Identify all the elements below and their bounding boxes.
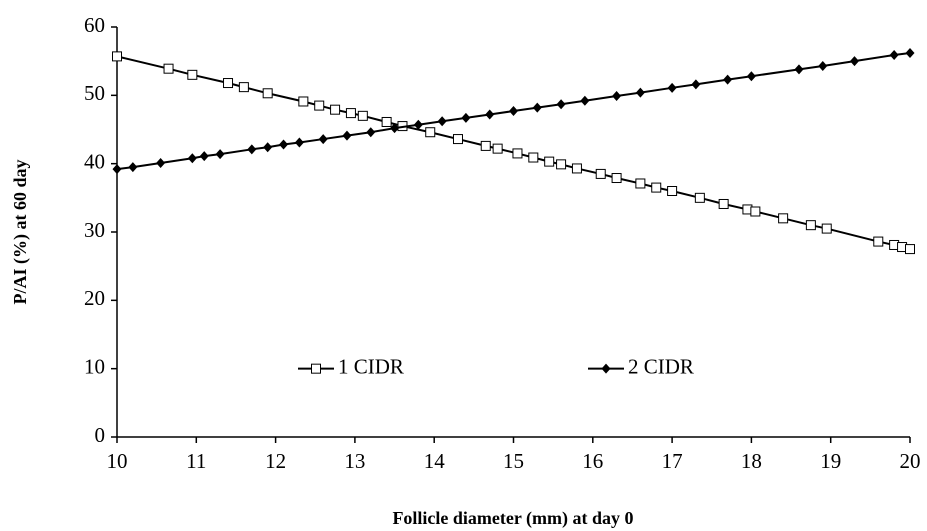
marker xyxy=(492,143,503,154)
x-tick-label: 12 xyxy=(265,449,286,473)
marker xyxy=(279,139,289,150)
x-tick-label: 10 xyxy=(107,449,128,473)
marker xyxy=(187,153,197,164)
legend-label: 2 CIDR xyxy=(628,354,694,378)
x-tick-label: 17 xyxy=(662,449,683,473)
legend-label: 1 CIDR xyxy=(338,354,404,378)
y-tick-label: 10 xyxy=(84,354,105,378)
marker xyxy=(187,69,198,80)
marker xyxy=(611,173,622,184)
y-tick-label: 30 xyxy=(84,218,105,242)
y-tick-label: 0 xyxy=(95,423,106,447)
marker xyxy=(718,198,729,209)
marker xyxy=(580,95,590,106)
marker xyxy=(199,151,209,162)
marker xyxy=(821,223,832,234)
marker xyxy=(694,192,705,203)
marker xyxy=(651,182,662,193)
marker xyxy=(425,127,436,138)
marker xyxy=(635,87,645,98)
x-tick-label: 16 xyxy=(582,449,603,473)
marker xyxy=(667,186,678,196)
marker xyxy=(601,363,611,374)
y-tick-label: 20 xyxy=(84,286,105,310)
y-tick-label: 40 xyxy=(84,149,105,173)
x-tick-label: 19 xyxy=(820,449,841,473)
marker xyxy=(873,236,884,247)
x-tick-label: 13 xyxy=(344,449,365,473)
marker xyxy=(480,140,491,151)
marker xyxy=(889,50,899,61)
y-axis-title: P/AI (%) at 60 day xyxy=(10,160,31,305)
marker xyxy=(750,206,761,217)
marker xyxy=(238,82,249,93)
marker xyxy=(390,123,400,134)
marker xyxy=(112,164,122,175)
marker xyxy=(366,127,376,138)
marker xyxy=(437,116,447,127)
x-axis-title: Follicle diameter (mm) at day 0 xyxy=(392,508,633,529)
marker xyxy=(612,91,622,102)
marker xyxy=(571,163,582,174)
marker xyxy=(723,74,733,85)
x-tick-label: 14 xyxy=(424,449,446,473)
x-tick-label: 20 xyxy=(900,449,921,473)
marker xyxy=(509,106,518,117)
x-tick-label: 18 xyxy=(741,449,762,473)
marker xyxy=(262,88,273,99)
y-tick-label: 50 xyxy=(84,81,105,105)
y-tick-label: 60 xyxy=(84,13,105,37)
marker xyxy=(311,363,321,374)
marker xyxy=(905,244,915,255)
marker xyxy=(667,82,677,93)
marker xyxy=(512,148,523,159)
marker xyxy=(298,96,309,107)
marker xyxy=(818,60,828,71)
marker xyxy=(247,144,257,155)
marker xyxy=(156,157,166,168)
marker xyxy=(794,64,804,75)
marker xyxy=(381,116,392,127)
marker xyxy=(215,149,225,160)
marker xyxy=(345,108,356,119)
marker xyxy=(163,63,174,74)
marker xyxy=(413,119,423,130)
marker xyxy=(595,168,606,179)
marker xyxy=(342,130,352,141)
marker xyxy=(263,142,273,153)
marker xyxy=(905,47,915,58)
marker xyxy=(318,134,328,145)
marker xyxy=(314,100,325,111)
x-tick-label: 11 xyxy=(186,449,206,473)
marker xyxy=(691,79,701,90)
marker xyxy=(544,156,555,167)
marker xyxy=(112,51,122,62)
marker xyxy=(357,110,368,121)
marker xyxy=(635,178,646,189)
marker xyxy=(778,213,789,224)
marker xyxy=(805,220,816,231)
marker xyxy=(223,78,234,89)
marker xyxy=(746,71,756,82)
marker xyxy=(330,104,341,115)
marker xyxy=(528,152,539,163)
marker xyxy=(485,109,495,120)
marker xyxy=(556,99,566,110)
marker xyxy=(452,134,463,145)
marker xyxy=(532,102,542,113)
marker xyxy=(461,112,471,123)
marker xyxy=(556,159,567,170)
x-tick-label: 15 xyxy=(503,449,524,473)
marker xyxy=(128,162,138,173)
marker xyxy=(294,137,304,148)
marker xyxy=(849,56,859,67)
